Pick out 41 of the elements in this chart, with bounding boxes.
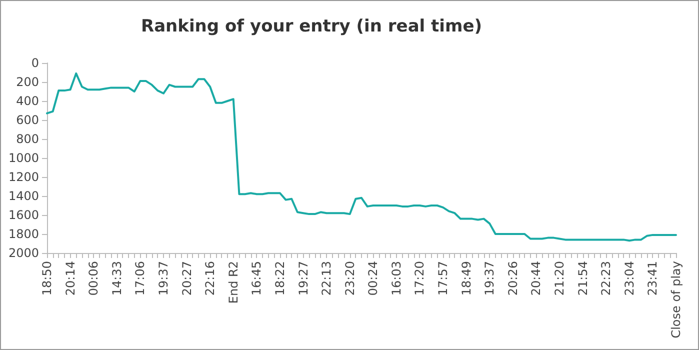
x-tick-label: 23:41 bbox=[646, 261, 660, 296]
chart-title: Ranking of your entry (in real time) bbox=[141, 16, 482, 36]
y-tick-label: 2000 bbox=[8, 246, 39, 260]
x-tick-label: End R2 bbox=[226, 261, 240, 304]
x-tick-label: 21:54 bbox=[576, 261, 590, 296]
x-tick-label: 17:20 bbox=[412, 261, 427, 296]
x-tick-label: 22:13 bbox=[320, 261, 334, 296]
y-tick-label: 400 bbox=[16, 94, 39, 108]
x-tick-label: 20:27 bbox=[180, 261, 194, 296]
x-tick-label: 23:04 bbox=[622, 261, 636, 296]
x-tick-label: 19:27 bbox=[296, 261, 310, 296]
x-tick-label: 16:03 bbox=[389, 261, 404, 296]
x-tick-label: 14:33 bbox=[110, 261, 124, 296]
x-tick-label: 22:16 bbox=[203, 261, 218, 296]
x-tick-label: 00:24 bbox=[366, 261, 380, 296]
x-tick-label: 21:20 bbox=[552, 261, 567, 296]
x-tick-label: 22:23 bbox=[599, 261, 614, 296]
x-tick-label: 20:14 bbox=[63, 261, 78, 296]
y-tick-label: 1000 bbox=[8, 151, 39, 165]
y-tick-label: 1400 bbox=[8, 189, 39, 203]
x-tick-label: 16:45 bbox=[250, 261, 264, 296]
line-series bbox=[46, 72, 677, 242]
y-tick-label: 1800 bbox=[8, 227, 39, 241]
y-tick-label: 600 bbox=[16, 113, 39, 127]
x-tick-label: 17:06 bbox=[133, 261, 148, 296]
x-tick-label: 00:06 bbox=[86, 261, 101, 296]
x-tick-label: 20:44 bbox=[529, 261, 544, 296]
y-tick-label: 1200 bbox=[8, 170, 39, 184]
x-tick-label: Close of play bbox=[669, 261, 683, 338]
x-tick-label: 17:57 bbox=[436, 261, 450, 296]
y-tick-label: 200 bbox=[16, 75, 39, 89]
y-tick-label: 0 bbox=[31, 56, 39, 70]
x-tick-label: 19:37 bbox=[482, 261, 497, 296]
x-tick-label: 23:20 bbox=[342, 261, 357, 296]
x-tick-label: 18:22 bbox=[272, 261, 287, 296]
x-tick-label: 18:50 bbox=[40, 261, 54, 296]
x-tick-label: 18:49 bbox=[459, 261, 474, 296]
y-tick-label: 800 bbox=[16, 132, 39, 146]
x-tick-label: 20:26 bbox=[506, 261, 520, 296]
y-tick-label: 1600 bbox=[8, 208, 39, 222]
x-tick-label: 19:37 bbox=[156, 261, 170, 296]
